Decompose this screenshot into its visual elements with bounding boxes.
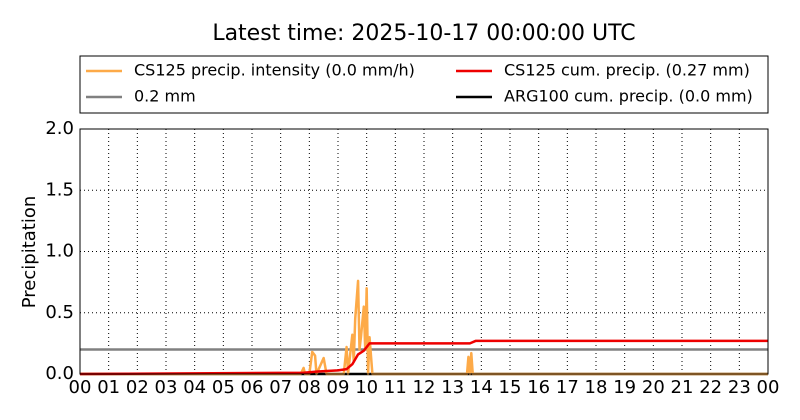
x-tick-label: 10 bbox=[355, 377, 378, 398]
x-tick-label: 05 bbox=[212, 377, 235, 398]
legend-label: CS125 precip. intensity (0.0 mm/h) bbox=[134, 61, 415, 80]
y-tick-label: 2.0 bbox=[45, 118, 74, 139]
x-tick-label: 12 bbox=[413, 377, 436, 398]
x-tick-label: 11 bbox=[384, 377, 407, 398]
y-tick-label: 0.0 bbox=[45, 363, 74, 384]
x-tick-label: 01 bbox=[97, 377, 120, 398]
x-tick-label: 16 bbox=[527, 377, 550, 398]
legend-label: CS125 cum. precip. (0.27 mm) bbox=[504, 61, 750, 80]
data-line bbox=[79, 339, 768, 376]
x-tick-label: 18 bbox=[585, 377, 608, 398]
x-tick-label: 00 bbox=[757, 377, 780, 398]
x-tick-label: 06 bbox=[241, 377, 264, 398]
legend-label: 0.2 mm bbox=[134, 87, 196, 106]
data-line bbox=[80, 279, 768, 376]
x-tick-label: 14 bbox=[470, 377, 493, 398]
x-tick-label: 21 bbox=[671, 377, 694, 398]
chart-title: Latest time: 2025-10-17 00:00:00 UTC bbox=[212, 21, 635, 46]
y-axis-label: Precipitation bbox=[19, 196, 40, 309]
x-tick-label: 02 bbox=[126, 377, 149, 398]
x-tick-label: 22 bbox=[699, 377, 722, 398]
x-tick-label: 20 bbox=[642, 377, 665, 398]
x-tick-label: 07 bbox=[269, 377, 292, 398]
legend-label: ARG100 cum. precip. (0.0 mm) bbox=[504, 87, 753, 106]
x-tick-label: 15 bbox=[499, 377, 522, 398]
x-tick-label: 08 bbox=[298, 377, 321, 398]
legend-box bbox=[79, 55, 769, 114]
x-tick-label: 09 bbox=[327, 377, 350, 398]
x-tick-label: 04 bbox=[183, 377, 206, 398]
y-tick-label: 0.5 bbox=[45, 302, 74, 323]
x-tick-label: 23 bbox=[728, 377, 751, 398]
y-tick-label: 1.5 bbox=[45, 179, 74, 200]
x-tick-label: 19 bbox=[613, 377, 636, 398]
x-tick-label: 03 bbox=[155, 377, 178, 398]
plot-frame bbox=[79, 128, 769, 375]
x-tick-label: 00 bbox=[69, 377, 92, 398]
x-tick-label: 17 bbox=[556, 377, 579, 398]
y-tick-label: 1.0 bbox=[45, 241, 74, 262]
x-tick-label: 13 bbox=[441, 377, 464, 398]
